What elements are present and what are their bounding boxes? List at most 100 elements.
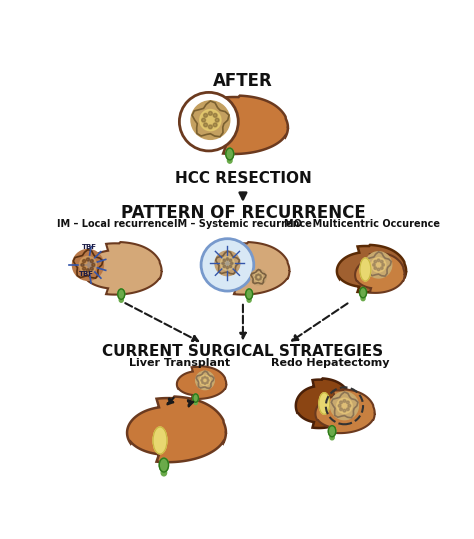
- Circle shape: [207, 379, 209, 381]
- Circle shape: [92, 264, 95, 266]
- Circle shape: [381, 267, 383, 270]
- Circle shape: [377, 259, 380, 261]
- Circle shape: [258, 279, 259, 281]
- Polygon shape: [210, 242, 290, 295]
- Circle shape: [251, 270, 266, 285]
- Circle shape: [201, 239, 254, 291]
- Circle shape: [338, 404, 341, 407]
- Polygon shape: [82, 242, 162, 295]
- Ellipse shape: [361, 296, 365, 301]
- Circle shape: [86, 258, 90, 261]
- Circle shape: [179, 92, 238, 151]
- Text: IM – Local recurrence: IM – Local recurrence: [57, 219, 173, 229]
- Circle shape: [337, 398, 352, 413]
- Text: MO - Multicentric Occurence: MO - Multicentric Occurence: [283, 219, 439, 229]
- Text: IM – Systemic recurrence: IM – Systemic recurrence: [174, 219, 312, 229]
- Circle shape: [206, 382, 208, 384]
- Ellipse shape: [360, 287, 366, 298]
- Circle shape: [204, 123, 208, 127]
- Ellipse shape: [159, 458, 169, 472]
- Polygon shape: [177, 366, 226, 399]
- Polygon shape: [127, 397, 226, 462]
- Text: PATTERN OF RECURRENCE: PATTERN OF RECURRENCE: [120, 204, 365, 222]
- Circle shape: [346, 401, 349, 404]
- Text: CURRENT SURGICAL STRATEGIES: CURRENT SURGICAL STRATEGIES: [102, 344, 383, 358]
- Circle shape: [200, 109, 221, 130]
- Circle shape: [215, 118, 219, 122]
- Circle shape: [373, 264, 375, 266]
- Ellipse shape: [161, 469, 166, 476]
- Circle shape: [374, 260, 377, 263]
- Circle shape: [209, 112, 212, 115]
- Circle shape: [339, 401, 342, 404]
- Circle shape: [82, 260, 86, 262]
- Circle shape: [346, 408, 349, 411]
- Polygon shape: [366, 252, 391, 276]
- Circle shape: [260, 278, 261, 280]
- Circle shape: [220, 257, 234, 270]
- Ellipse shape: [228, 158, 232, 163]
- Circle shape: [80, 257, 96, 273]
- Circle shape: [255, 277, 256, 278]
- Ellipse shape: [247, 298, 251, 302]
- Circle shape: [209, 125, 212, 129]
- Text: AFTER: AFTER: [213, 72, 273, 91]
- Polygon shape: [355, 253, 404, 293]
- Circle shape: [204, 383, 206, 384]
- Polygon shape: [331, 392, 358, 418]
- Circle shape: [226, 258, 228, 260]
- Text: Redo Hepatectomy: Redo Hepatectomy: [271, 358, 390, 368]
- Circle shape: [202, 377, 203, 379]
- Circle shape: [82, 267, 86, 270]
- Polygon shape: [337, 245, 406, 292]
- Circle shape: [213, 113, 217, 118]
- Circle shape: [348, 404, 351, 407]
- Circle shape: [258, 274, 259, 275]
- Circle shape: [223, 259, 226, 261]
- Circle shape: [381, 260, 383, 263]
- Polygon shape: [196, 95, 288, 154]
- Polygon shape: [216, 251, 239, 274]
- Circle shape: [339, 408, 342, 411]
- Ellipse shape: [193, 394, 199, 402]
- Circle shape: [204, 376, 206, 378]
- Circle shape: [202, 382, 203, 384]
- Circle shape: [254, 273, 263, 281]
- Circle shape: [213, 123, 217, 127]
- Circle shape: [371, 258, 386, 272]
- Ellipse shape: [319, 393, 330, 414]
- Circle shape: [260, 274, 261, 276]
- Text: Liver Transplant: Liver Transplant: [129, 358, 230, 368]
- Text: TBF: TBF: [82, 245, 97, 251]
- Circle shape: [229, 265, 232, 268]
- Circle shape: [229, 259, 232, 261]
- Ellipse shape: [118, 289, 125, 299]
- Circle shape: [230, 262, 233, 265]
- Polygon shape: [251, 270, 266, 284]
- Circle shape: [206, 377, 208, 379]
- Circle shape: [365, 252, 392, 278]
- Ellipse shape: [119, 298, 123, 302]
- Circle shape: [90, 260, 93, 262]
- Circle shape: [196, 371, 214, 390]
- Ellipse shape: [153, 427, 167, 454]
- Circle shape: [223, 265, 226, 268]
- Polygon shape: [196, 371, 214, 389]
- Circle shape: [73, 250, 103, 280]
- Polygon shape: [73, 250, 103, 278]
- Polygon shape: [315, 389, 375, 433]
- Circle shape: [256, 278, 257, 280]
- Circle shape: [222, 262, 224, 265]
- Circle shape: [204, 113, 208, 118]
- Ellipse shape: [328, 426, 336, 437]
- Ellipse shape: [194, 401, 197, 405]
- Polygon shape: [192, 101, 229, 137]
- Circle shape: [330, 392, 358, 420]
- Circle shape: [200, 375, 210, 385]
- Circle shape: [374, 267, 377, 270]
- Circle shape: [343, 399, 346, 402]
- Circle shape: [215, 251, 240, 275]
- Polygon shape: [296, 378, 352, 428]
- Circle shape: [90, 267, 93, 270]
- Circle shape: [191, 101, 230, 140]
